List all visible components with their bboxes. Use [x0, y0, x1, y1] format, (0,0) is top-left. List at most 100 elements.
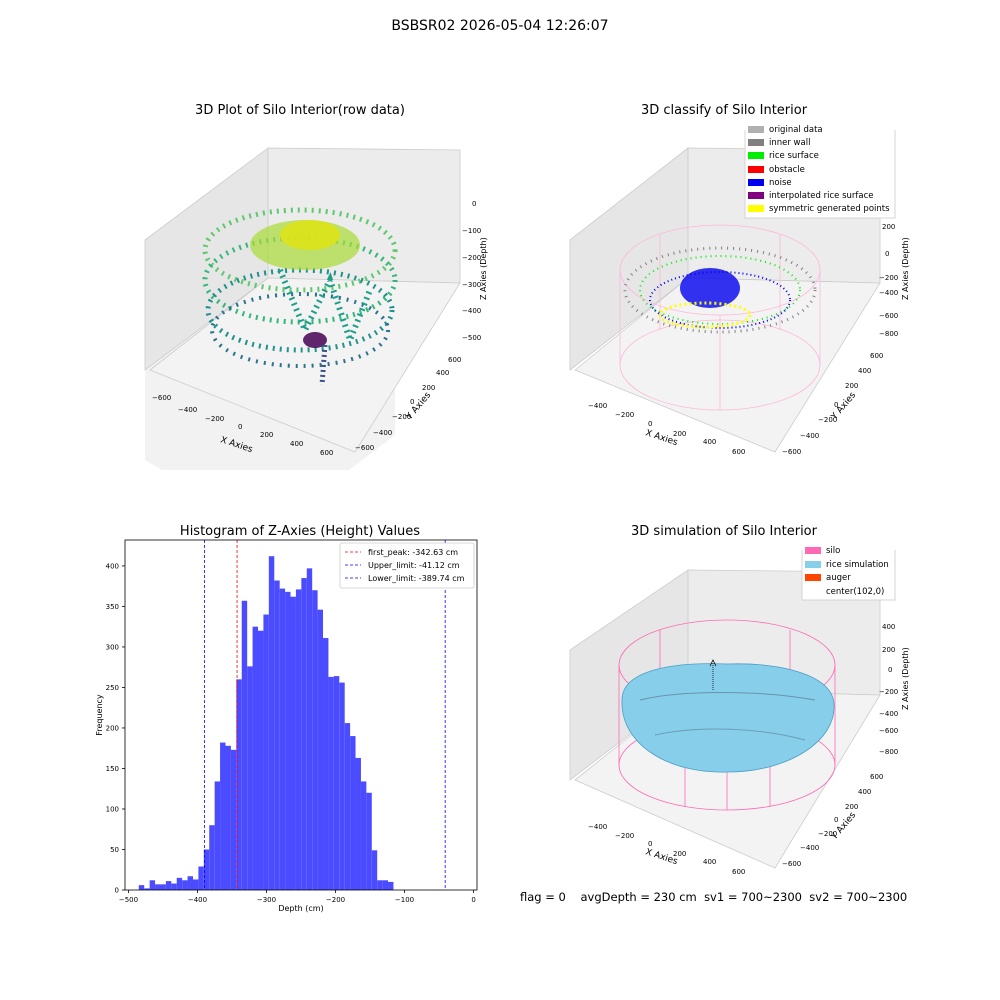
legend-label: noise: [769, 177, 792, 188]
simulation-z-tick: −200: [879, 688, 898, 696]
histogram-bar: [209, 825, 215, 890]
raw-z-tick: −400: [462, 307, 481, 315]
classify-y-tick: 600: [870, 352, 883, 360]
simulation-z-tick: −800: [879, 748, 898, 756]
histogram-bar: [252, 626, 259, 890]
legend-label: Lower_limit: -389.74 cm: [368, 574, 465, 583]
simulation-y-tick: −200: [818, 830, 837, 838]
legend-label: rice surface: [769, 151, 819, 162]
figure-title: BSBSR02 2026-05-04 12:26:07: [391, 18, 609, 34]
histogram-bar: [214, 781, 221, 890]
histogram-bar: [371, 850, 378, 890]
legend-swatch: [748, 165, 764, 173]
histogram-title: Histogram of Z-Axies (Height) Values: [179, 524, 421, 539]
legend-item: noise: [748, 177, 890, 190]
legend-swatch: [748, 126, 764, 133]
simulation-y-tick: −400: [800, 844, 819, 852]
histogram-bar: [306, 568, 313, 890]
raw-y-tick: −600: [355, 444, 374, 452]
status-flag: flag = 0: [520, 890, 566, 904]
legend-label: center(102,0): [826, 586, 885, 597]
classify-x-ticks: −400 −200 0 200 400 600: [588, 402, 745, 456]
legend-label: obstacle: [769, 164, 805, 175]
legend-swatch: [805, 587, 821, 595]
raw-x-tick: 600: [320, 449, 333, 457]
classify-y-tick: 0: [834, 401, 838, 409]
legend-swatch: [805, 560, 821, 568]
status-line: flag = 0 avgDepth = 230 cm sv1 = 700~230…: [520, 890, 907, 904]
legend-item: center(102,0): [805, 586, 889, 600]
histogram-y-ticks: 0 50 100 150 200 250 300 350 400: [106, 562, 125, 895]
simulation-z-tick: 0: [888, 666, 892, 674]
histogram-bar: [301, 578, 307, 890]
classify-3d-plot: −400 −200 0 200 400 600 X Axies −600 −40…: [569, 130, 910, 456]
simulation-auger: [709, 659, 717, 690]
histogram-bar: [377, 880, 383, 890]
histogram-y-tick-label: 50: [110, 846, 119, 854]
histogram-y-tick-label: 400: [106, 562, 119, 570]
raw-z-ticks: 0 −100 −200 −300 −400 −500: [462, 200, 481, 342]
histogram-y-tick-label: 250: [106, 684, 119, 692]
histogram-y-tick-label: 200: [106, 724, 119, 732]
histogram-bar: [328, 676, 334, 890]
simulation-z-tick: −400: [879, 710, 898, 718]
legend-label: auger: [826, 573, 851, 583]
classify-x-tick: −200: [615, 411, 634, 419]
raw-y-tick: 400: [436, 369, 449, 377]
histogram-bar: [317, 609, 324, 890]
histogram-bar: [268, 556, 275, 890]
histogram-bar: [187, 876, 193, 890]
legend-swatch: [748, 205, 764, 213]
histogram-x-ticks: −500 −400 −300 −200 −100 0: [119, 890, 476, 904]
simulation-z-tick: −600: [879, 727, 898, 735]
simulation-x-tick: 0: [648, 840, 652, 848]
simulation-x-tick: 200: [673, 850, 686, 858]
simulation-x-tick: −400: [588, 823, 607, 831]
histogram-bar: [225, 745, 231, 890]
histogram-bar: [382, 880, 389, 890]
simulation-x-tick: 400: [703, 858, 716, 866]
simulation-z-tick: 200: [882, 646, 895, 654]
histogram-y-tick-label: 0: [115, 887, 119, 895]
raw-z-tick: −100: [462, 227, 481, 235]
histogram-x-tick-label: −100: [395, 896, 414, 904]
histogram-bar: [198, 866, 204, 890]
histogram-frame: [124, 539, 478, 891]
histogram-bar: [312, 590, 318, 890]
histogram-bar: [236, 679, 242, 890]
histogram-bar: [203, 849, 210, 890]
raw-y-tick: 600: [448, 356, 461, 364]
classify-z-tick: −800: [879, 330, 898, 338]
histogram-bar: [182, 880, 188, 890]
classify-z-tick: −200: [879, 274, 898, 282]
classify-y-ticks: −600 −400 −200 0 200 400 600: [782, 352, 883, 456]
status-sv2: sv2 = 700~2300: [809, 890, 908, 904]
raw-x-tick: 400: [290, 440, 303, 448]
histogram-bar: [295, 589, 302, 890]
simulation-y-tick: 0: [834, 816, 838, 824]
histogram-bar: [388, 881, 394, 890]
classify-x-tick: −400: [588, 402, 607, 410]
histogram-bar: [149, 880, 156, 890]
histogram-y-tick-label: 300: [106, 643, 119, 651]
raw-x-ticks: −600 −400 −200 0 200 400 600: [152, 394, 333, 457]
classify-z-label: Z Axies (Depth): [901, 237, 910, 300]
status-sv1: sv1 = 700~2300: [704, 890, 802, 904]
raw-x-tick: −600: [152, 394, 171, 402]
simulation-x-tick: −200: [615, 832, 634, 840]
raw-y-tick: −200: [392, 413, 411, 421]
histogram-y-tick-label: 100: [106, 805, 119, 813]
histogram-bar: [263, 614, 269, 890]
classify-y-tick: −200: [818, 416, 837, 424]
histogram-bar: [339, 682, 345, 890]
classify-y-tick: 400: [858, 367, 871, 375]
histogram-y-tick-label: 350: [106, 603, 119, 611]
raw-z-tick: −500: [462, 334, 481, 342]
legend-label: original data: [769, 125, 823, 135]
simulation-x-tick: 600: [732, 868, 745, 876]
simulation-y-ticks: −600 −400 −200 0 200 400 600: [782, 773, 883, 868]
legend-item: original data: [748, 124, 890, 137]
histogram-bar: [176, 877, 183, 890]
histogram-x-label: Depth (cm): [278, 904, 323, 913]
classify-z-tick: 200: [882, 223, 895, 231]
